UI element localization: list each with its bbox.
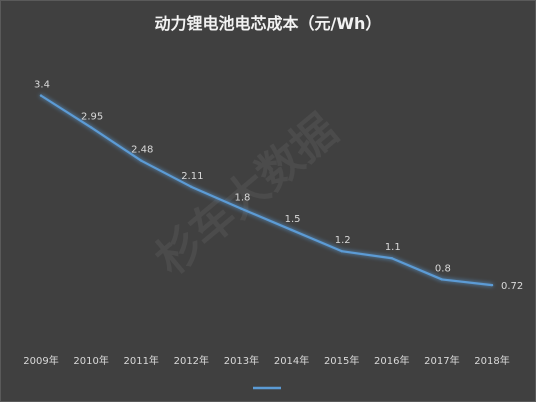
data-point	[440, 278, 444, 281]
data-label: 2.95	[81, 111, 103, 122]
x-tick-label: 2018年	[474, 354, 509, 367]
data-label: 2.48	[131, 145, 153, 156]
data-label: 1.1	[385, 242, 401, 253]
data-point	[89, 126, 93, 129]
x-tick-label: 2017年	[424, 354, 459, 367]
x-tick-label: 2010年	[73, 354, 108, 367]
data-point	[39, 94, 43, 97]
data-point	[340, 249, 343, 253]
series-line	[39, 94, 494, 287]
plot-area: 3.4 2.95 2.48 2.11 1.8 1.5 1.2 1.1 0.8 0.72	[34, 80, 523, 292]
data-point	[390, 257, 393, 260]
x-tick-label: 2012年	[174, 354, 209, 367]
data-label: 0.8	[435, 263, 451, 274]
data-point	[140, 159, 143, 162]
data-label: 0.72	[501, 281, 523, 292]
data-label: 3.4	[34, 80, 50, 91]
x-tick-label: 2011年	[123, 354, 158, 367]
data-label: 2.11	[181, 171, 203, 182]
data-point	[490, 283, 494, 287]
x-tick-label: 2015年	[324, 354, 359, 367]
data-label: 1.8	[234, 193, 250, 204]
data-label: 1.2	[335, 235, 351, 246]
x-tick-label: 2009年	[23, 354, 58, 367]
x-tick-label: 2013年	[224, 354, 259, 367]
x-tick-label: 2016年	[374, 354, 409, 367]
x-tick-label: 2014年	[274, 354, 309, 367]
chart-title: 动力锂电池电芯成本（元/Wh）	[155, 14, 382, 33]
data-label: 1.5	[285, 214, 301, 225]
x-axis: 2009年 2010年 2011年 2012年 2013年 2014年 2015年 2016年…	[23, 354, 509, 367]
data-point	[190, 185, 193, 189]
data-point	[240, 207, 243, 210]
data-point	[290, 228, 293, 232]
